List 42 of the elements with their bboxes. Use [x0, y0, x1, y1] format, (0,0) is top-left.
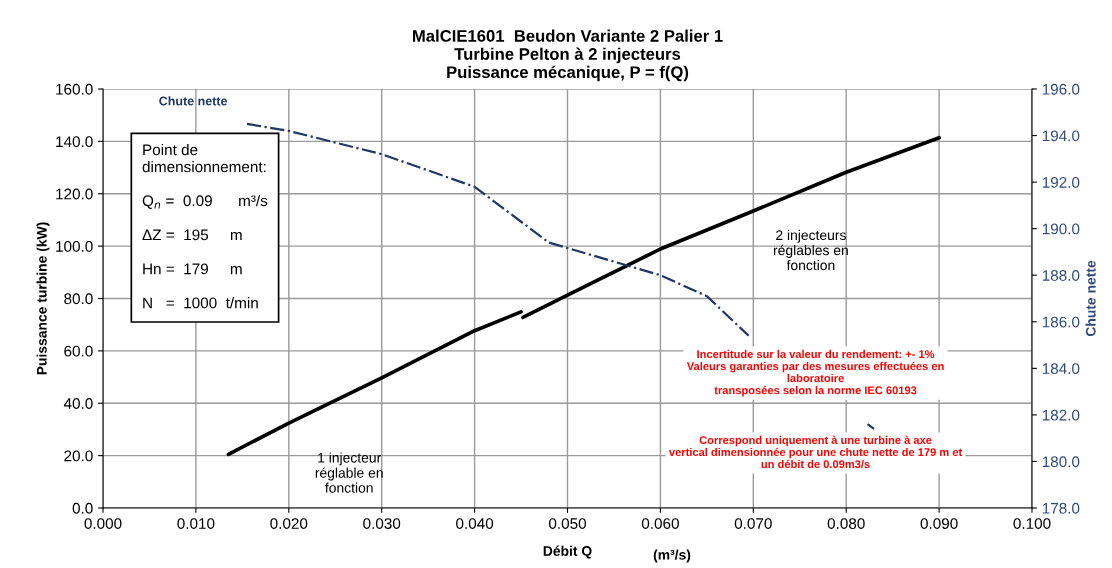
y2-tick-label: 188.0 [1042, 270, 1080, 281]
y2-tick-label: 180.0 [1042, 456, 1080, 468]
y-tick-label: 160.0 [56, 83, 93, 95]
y-tick-label: 20.0 [64, 450, 93, 462]
chart-title: MalCIE1601 Beudon Variante 2 Palier 1 Turbine Pelton à 2 injecteurs Puissance mécanique, P = f(Q) [413, 29, 723, 82]
y2-axis-title: Chute nette [1085, 260, 1096, 337]
x-tick-label: 0.000 [84, 518, 122, 529]
x-tick-label: 0.060 [641, 518, 679, 529]
y2-tick-label: 192.0 [1042, 176, 1080, 188]
y-tick-label: 0.0 [72, 502, 93, 514]
y2-tick-label: 186.0 [1042, 316, 1080, 328]
y2-tick-label: 194.0 [1042, 130, 1080, 142]
annotation: Incertitude sur la valeur du rendement: +- 1% Valeurs garanties par des mesures effectuées en laboratoire transposées selon la norme IEC 60193 [686, 349, 944, 397]
annotation: 1 injecteur réglable en fonction [315, 452, 383, 493]
x-tick-label: 0.010 [177, 518, 215, 529]
x-tick-label: 0.090 [920, 518, 958, 529]
y-tick-label: 100.0 [56, 240, 93, 252]
y-tick-label: 140.0 [56, 136, 93, 148]
y-tick-label: 40.0 [63, 398, 93, 409]
y2-tick-label: 190.0 [1042, 223, 1080, 235]
x-tick-label: 0.050 [548, 518, 587, 529]
y2-tick-label: 182.0 [1042, 409, 1080, 421]
text: Point de dimensionnement: Q$_{n}$ = 0.09 m³/s ΔZ = 195 m Hn = 179 m N = 1000 t/min [142, 143, 268, 309]
y-tick-label: 80.0 [64, 293, 93, 305]
x-tick-label: 0.030 [363, 518, 401, 529]
x-tick-label: 0.040 [456, 518, 494, 529]
y2-tick-label: 196.0 [1042, 83, 1080, 95]
x-tick-label: 0.100 [1013, 518, 1051, 529]
line-series [521, 135, 941, 320]
y2-tick-label: 184.0 [1042, 363, 1080, 375]
y-axis-title: Puissance turbine (kW) [36, 222, 50, 375]
y-tick-label: 120.0 [56, 188, 93, 200]
annotation: 2 injecteurs réglables en fonction [773, 229, 848, 271]
x-tick-label: 0.070 [734, 518, 772, 529]
y-tick-label: 60.0 [64, 345, 93, 357]
y2-tick-label: 178.0 [1042, 502, 1080, 514]
annotation: Correspond uniquement à une turbine à axe vertical dimensionnée pour une chute nette de 179 m et un débit de 0.09m3/s [668, 435, 963, 469]
text: (m³/s) [653, 549, 691, 563]
x-tick-label: 0.020 [270, 518, 308, 529]
x-axis-title: Débit Q [543, 545, 592, 559]
x-tick-label: 0.080 [827, 518, 865, 529]
text: Chute nette [159, 96, 228, 106]
